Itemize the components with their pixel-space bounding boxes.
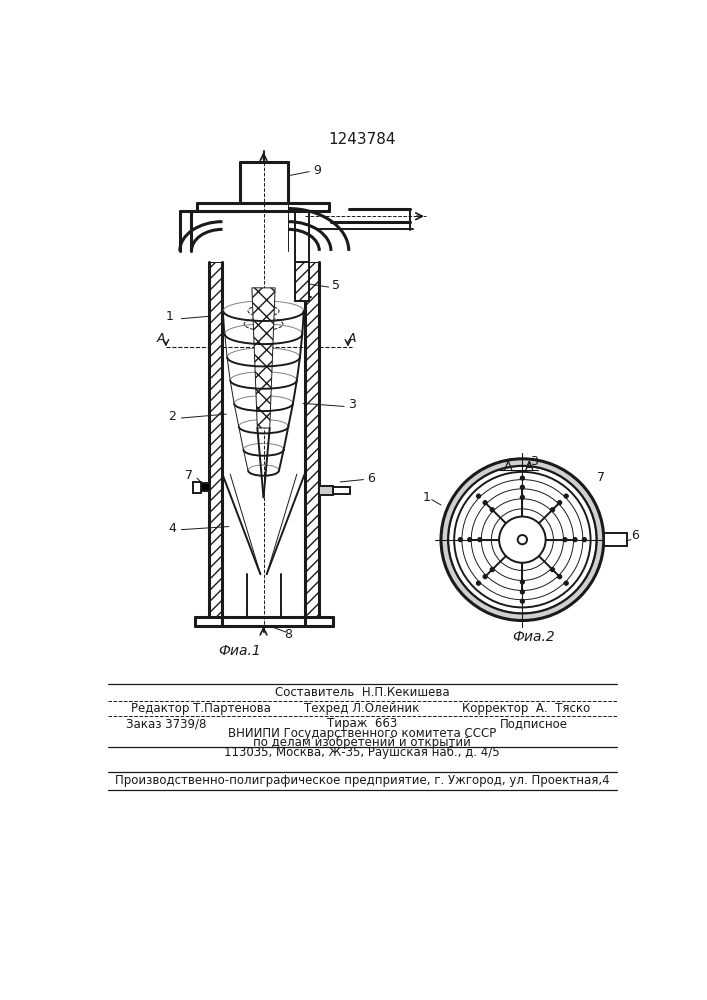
Circle shape: [563, 538, 567, 542]
Text: 7: 7: [597, 471, 604, 484]
Text: 6: 6: [631, 529, 638, 542]
Text: 1243784: 1243784: [328, 132, 396, 147]
Circle shape: [558, 575, 561, 579]
Circle shape: [477, 494, 481, 498]
Text: Корректор  А.  Тяско: Корректор А. Тяско: [462, 702, 590, 715]
Circle shape: [583, 538, 586, 542]
Circle shape: [483, 575, 487, 579]
Circle shape: [520, 495, 525, 499]
Circle shape: [564, 494, 568, 498]
Circle shape: [477, 581, 481, 585]
Circle shape: [551, 568, 554, 572]
Bar: [604, 533, 627, 546]
Text: Фиа.2: Фиа.2: [513, 630, 556, 644]
Circle shape: [520, 485, 525, 489]
Text: Составитель  Н.П.Кекишева: Составитель Н.П.Кекишева: [274, 686, 449, 699]
Bar: [319, 486, 332, 495]
Text: Заказ 3739/8: Заказ 3739/8: [126, 717, 206, 730]
Bar: [199, 483, 210, 491]
Circle shape: [558, 501, 561, 505]
Circle shape: [490, 508, 494, 512]
Circle shape: [483, 501, 487, 505]
Circle shape: [520, 476, 525, 480]
Bar: [193, 482, 201, 493]
Bar: [296, 262, 309, 301]
Text: 4: 4: [168, 522, 176, 535]
Text: 6: 6: [368, 472, 375, 485]
Text: А: А: [348, 332, 356, 345]
Text: 5: 5: [332, 279, 340, 292]
Text: 7: 7: [185, 469, 193, 482]
Text: Тираж  663: Тираж 663: [327, 717, 397, 730]
Text: 1: 1: [423, 491, 431, 504]
Circle shape: [490, 568, 494, 572]
Text: по делам изобретений и открытий: по делам изобретений и открытий: [253, 736, 471, 749]
Text: 8: 8: [284, 628, 292, 641]
Text: ВНИИПИ Государственного комитета СССР: ВНИИПИ Государственного комитета СССР: [228, 727, 496, 740]
Circle shape: [520, 590, 525, 594]
Circle shape: [520, 580, 525, 584]
Polygon shape: [252, 288, 275, 428]
Circle shape: [478, 538, 481, 542]
Text: Фиа.1: Фиа.1: [218, 644, 261, 658]
Text: 2: 2: [168, 410, 176, 423]
Circle shape: [564, 581, 568, 585]
Text: 1: 1: [166, 310, 174, 323]
Ellipse shape: [518, 535, 527, 544]
Text: 113035, Москва, Ж-35, Раушская наб., д. 4/5: 113035, Москва, Ж-35, Раушская наб., д. …: [224, 746, 500, 759]
Circle shape: [573, 538, 577, 542]
Text: А - А: А - А: [504, 460, 533, 473]
Text: Техред Л.Олейник: Техред Л.Олейник: [304, 702, 420, 715]
Bar: [305, 262, 319, 617]
Text: Редактор Т.Партенова: Редактор Т.Партенова: [131, 702, 271, 715]
Ellipse shape: [499, 517, 546, 563]
Circle shape: [458, 538, 462, 542]
Bar: [332, 487, 349, 494]
Circle shape: [468, 538, 472, 542]
Text: 3: 3: [348, 398, 356, 411]
Text: 3: 3: [530, 455, 538, 468]
Text: Подписное: Подписное: [500, 717, 568, 730]
Circle shape: [551, 508, 554, 512]
Bar: [209, 262, 223, 617]
Text: А: А: [156, 332, 165, 345]
Text: 9: 9: [313, 164, 321, 177]
Circle shape: [520, 599, 525, 603]
Text: Производственно-полиграфическое предприятие, г. Ужгород, ул. Проектная,4: Производственно-полиграфическое предприя…: [115, 774, 609, 787]
